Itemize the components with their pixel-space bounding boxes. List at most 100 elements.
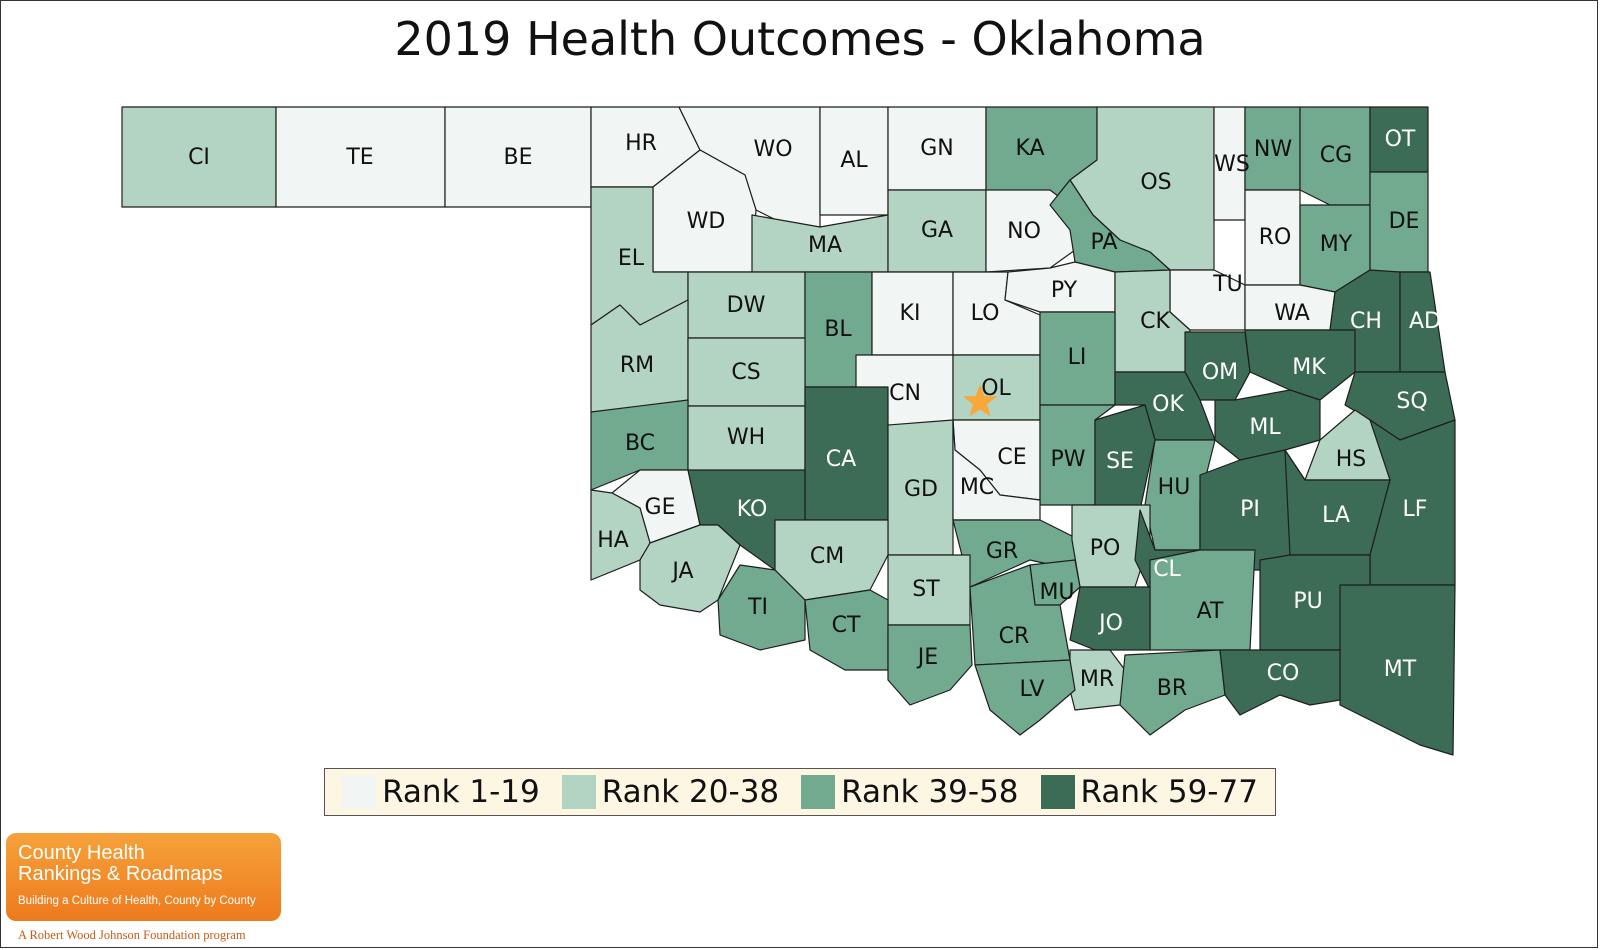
county-label-ti: TI bbox=[747, 595, 768, 620]
county-je[interactable] bbox=[887, 624, 973, 706]
legend-swatch bbox=[1040, 775, 1075, 809]
county-label-no: NO bbox=[1007, 219, 1041, 244]
county-label-ko: KO bbox=[737, 497, 768, 522]
county-label-at: AT bbox=[1197, 599, 1224, 624]
county-label-ja: JA bbox=[670, 559, 693, 584]
county-label-ws: WS bbox=[1214, 152, 1250, 177]
county-label-se: SE bbox=[1106, 449, 1134, 474]
county-label-ok: OK bbox=[1152, 392, 1184, 417]
county-jo[interactable] bbox=[1069, 586, 1151, 651]
county-label-wo: WO bbox=[753, 137, 792, 162]
county-se[interactable] bbox=[1094, 404, 1156, 511]
county-label-wh: WH bbox=[727, 425, 765, 450]
county-label-te: TE bbox=[345, 145, 373, 170]
county-label-ca: CA bbox=[826, 447, 856, 472]
county-label-je: JE bbox=[916, 645, 938, 670]
county-label-ge: GE bbox=[645, 495, 676, 520]
county-label-ck: CK bbox=[1140, 309, 1170, 334]
county-label-wa: WA bbox=[1274, 301, 1310, 326]
logo-tagline: Building a Culture of Health, County by … bbox=[18, 895, 256, 907]
logo-line-1: County Health bbox=[18, 842, 145, 864]
county-label-mr: MR bbox=[1080, 667, 1114, 692]
county-label-py: PY bbox=[1051, 278, 1078, 303]
county-label-cg: CG bbox=[1320, 143, 1352, 168]
legend-item-rank-59-77: Rank 59-77 bbox=[1040, 774, 1258, 810]
county-label-de: DE bbox=[1389, 209, 1420, 234]
legend-swatch bbox=[561, 775, 596, 809]
county-label-gd: GD bbox=[904, 477, 938, 502]
county-label-my: MY bbox=[1320, 232, 1353, 257]
county-label-hs: HS bbox=[1336, 447, 1367, 472]
legend-label: Rank 1-19 bbox=[382, 774, 540, 810]
county-label-ro: RO bbox=[1259, 225, 1292, 250]
county-label-ml: ML bbox=[1249, 415, 1281, 440]
logo-line-2: Rankings & Roadmaps bbox=[18, 863, 223, 885]
county-label-tu: TU bbox=[1212, 272, 1243, 297]
county-label-la: LA bbox=[1322, 503, 1350, 528]
county-ja[interactable] bbox=[639, 524, 741, 613]
county-label-br: BR bbox=[1157, 676, 1187, 701]
county-label-bc: BC bbox=[625, 431, 655, 456]
county-label-co: CO bbox=[1267, 661, 1300, 686]
county-label-hu: HU bbox=[1158, 475, 1191, 500]
county-label-mt: MT bbox=[1384, 657, 1417, 682]
county-label-ot: OT bbox=[1385, 127, 1416, 152]
legend-label: Rank 59-77 bbox=[1080, 774, 1258, 810]
county-label-gn: GN bbox=[920, 136, 954, 161]
county-label-om: OM bbox=[1202, 360, 1238, 385]
county-label-po: PO bbox=[1090, 536, 1121, 561]
county-label-hr: HR bbox=[625, 131, 657, 156]
county-label-sq: SQ bbox=[1396, 389, 1427, 414]
county-label-be: BE bbox=[504, 145, 533, 170]
legend: Rank 1-19 Rank 20-38 Rank 39-58 Rank 59-… bbox=[324, 768, 1276, 816]
legend-label: Rank 39-58 bbox=[841, 774, 1019, 810]
county-label-lv: LV bbox=[1020, 677, 1045, 702]
legend-item-rank-1-19: Rank 1-19 bbox=[342, 774, 540, 810]
county-label-st: ST bbox=[912, 577, 940, 602]
county-label-pa: PA bbox=[1091, 230, 1118, 255]
county-label-cr: CR bbox=[999, 624, 1030, 649]
legend-label: Rank 20-38 bbox=[601, 774, 780, 810]
county-lv[interactable] bbox=[974, 659, 1076, 736]
county-label-ct: CT bbox=[832, 613, 861, 638]
county-label-ad: AD bbox=[1409, 309, 1441, 334]
rwjf-program-text: A Robert Wood Johnson Foundation program bbox=[18, 928, 246, 942]
county-label-gr: GR bbox=[986, 539, 1018, 564]
county-label-ga: GA bbox=[921, 218, 953, 243]
county-pa[interactable] bbox=[1049, 179, 1171, 273]
county-label-al: AL bbox=[840, 148, 868, 173]
county-label-pi: PI bbox=[1240, 497, 1260, 522]
county-label-bl: BL bbox=[824, 317, 852, 342]
county-label-ka: KA bbox=[1015, 136, 1044, 161]
county-label-pw: PW bbox=[1050, 447, 1085, 472]
county-label-ch: CH bbox=[1350, 309, 1382, 334]
county-label-ha: HA bbox=[597, 528, 629, 553]
county-mt[interactable] bbox=[1339, 584, 1456, 756]
chr-logo: County Health Rankings & Roadmaps Buildi… bbox=[6, 833, 281, 921]
county-label-lf: LF bbox=[1403, 497, 1428, 522]
county-label-os: OS bbox=[1140, 170, 1171, 195]
county-label-nw: NW bbox=[1254, 137, 1292, 162]
county-label-li: LI bbox=[1068, 345, 1087, 370]
county-label-cm: CM bbox=[810, 544, 844, 569]
county-label-cs: CS bbox=[731, 360, 760, 385]
county-label-el: EL bbox=[618, 246, 645, 271]
county-label-ce: CE bbox=[997, 445, 1026, 470]
legend-item-rank-20-38: Rank 20-38 bbox=[561, 774, 780, 810]
map-title: 2019 Health Outcomes - Oklahoma bbox=[394, 12, 1206, 66]
legend-swatch bbox=[801, 775, 836, 809]
county-label-pu: PU bbox=[1293, 589, 1322, 614]
county-label-cl: CL bbox=[1153, 557, 1181, 582]
county-label-mc: MC bbox=[960, 475, 994, 500]
county-label-wd: WD bbox=[687, 209, 726, 234]
county-label-ki: KI bbox=[900, 301, 921, 326]
county-ti[interactable] bbox=[717, 564, 806, 651]
county-label-mu: MU bbox=[1039, 580, 1074, 605]
legend-swatch bbox=[342, 775, 377, 809]
county-label-ma: MA bbox=[808, 233, 842, 258]
capital-star-icon bbox=[962, 384, 998, 417]
county-label-ci: CI bbox=[188, 145, 210, 170]
legend-item-rank-39-58: Rank 39-58 bbox=[801, 774, 1019, 810]
